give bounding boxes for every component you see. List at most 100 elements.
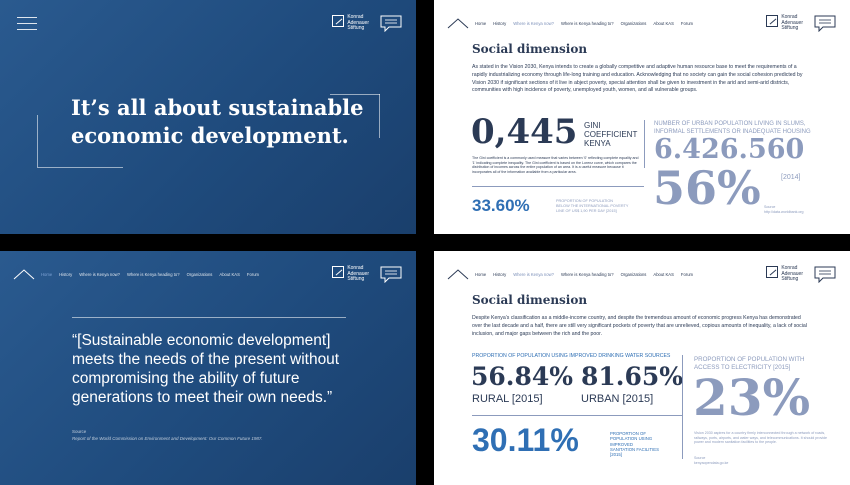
slide-social-dimension-2: Home History Where is Kenya now? Where i… (434, 251, 850, 485)
quote-text: “[Sustainable economic development] meet… (72, 332, 340, 406)
nav-history[interactable]: History (493, 21, 507, 26)
sanit-label-3: IMPROVED (610, 441, 633, 447)
chat-bubble-icon[interactable] (380, 15, 402, 32)
logo-line-2: Adenauer (347, 270, 369, 277)
chat-bubble-icon[interactable] (814, 15, 836, 32)
top-nav: Home History Where is Kenya now? Where i… (447, 18, 700, 29)
urban-slum-value: 6.426.560 (654, 134, 805, 165)
chat-bubble-icon[interactable] (814, 266, 836, 283)
kas-logo[interactable]: Konrad Adenauer Stiftung (766, 265, 803, 283)
logo-line-3: Stiftung (347, 25, 365, 32)
urban-label: URBAN [2015] (581, 393, 654, 405)
top-nav: Home History Where is Kenya now? Where i… (13, 269, 266, 280)
nav-heading-to[interactable]: Where is Kenya heading to? (560, 21, 614, 26)
nav-history[interactable]: History (493, 272, 507, 277)
decor-frame-top (330, 94, 380, 95)
kas-logo[interactable]: Konrad Adenauer Stiftung (766, 14, 803, 32)
nav-organizations[interactable]: Organizations (620, 21, 647, 26)
nav-where-now[interactable]: Where is Kenya now? (513, 272, 554, 277)
home-roof-icon[interactable] (13, 269, 35, 280)
home-roof-icon[interactable] (447, 18, 469, 29)
electricity-note: Vision 2030 aspires for a country firmly… (694, 431, 828, 445)
poverty-label-3: LINE OF US$ 1,90 PER DAY [2015] (556, 209, 617, 213)
nav-history[interactable]: History (59, 272, 73, 277)
quote-divider (72, 317, 346, 318)
poverty-label-2: BELOW THE INTERNATIONAL POVERTY (556, 204, 629, 208)
chat-bubble-icon[interactable] (380, 266, 402, 283)
sanit-label-5: [2015] (610, 452, 622, 458)
urban-label-1: NUMBER OF URBAN POPULATION LIVING IN SLU… (654, 121, 806, 127)
logo-line-2: Adenauer (347, 19, 369, 26)
nav-about[interactable]: About KAS (219, 272, 240, 277)
headline-line-1: It’s all about sustainable (71, 95, 364, 120)
slide-intro: Konrad Adenauer Stiftung It’s all about … (0, 0, 416, 234)
kas-logo-mark-icon (766, 15, 779, 27)
poverty-label-1: PROPORTION OF POPULATION (556, 199, 614, 203)
poverty-value: 33.60% (472, 196, 530, 215)
logo-line-3: Stiftung (781, 276, 799, 283)
nav-organizations[interactable]: Organizations (186, 272, 213, 277)
nav-organizations[interactable]: Organizations (620, 272, 647, 277)
nav-forum[interactable]: Forum (680, 272, 694, 277)
nav-where-now[interactable]: Where is Kenya now? (513, 21, 554, 26)
nav-heading-to[interactable]: Where is Kenya heading to? (560, 272, 614, 277)
source-text: http://data.worldbank.org (764, 210, 804, 214)
nav-home[interactable]: Home (475, 272, 487, 277)
logo-line-1: Konrad (781, 265, 798, 271)
nav-forum[interactable]: Forum (680, 21, 694, 26)
source-label: Source (764, 205, 776, 209)
nav-forum[interactable]: Forum (246, 272, 260, 277)
slide-social-dimension-1: Home History Where is Kenya now? Where i… (434, 0, 850, 234)
decor-frame-left (37, 115, 123, 168)
logo-line-1: Konrad (347, 14, 364, 20)
water-label: PROPORTION OF POPULATION USING IMPROVED … (472, 353, 671, 359)
decor-frame-right (379, 94, 380, 138)
urban-slum-label: NUMBER OF URBAN POPULATION LIVING IN SLU… (654, 121, 811, 136)
nav-home[interactable]: Home (475, 21, 487, 26)
rural-value: 56.84% (471, 362, 574, 391)
intro-paragraph: As stated in the Vision 2030, Kenya inte… (472, 64, 803, 94)
gini-note: The Gini coefficient is a commonly used … (472, 156, 639, 174)
rural-label: RURAL [2015] (472, 393, 543, 405)
source-label: Source (72, 429, 87, 434)
elec-label-2: ACCESS TO ELECTRICITY [2015] (694, 363, 791, 371)
kas-logo[interactable]: Konrad Adenauer Stiftung (332, 14, 369, 32)
gini-label-2: COEFFICIENT (584, 130, 638, 139)
divider-horizontal (472, 186, 644, 187)
nav-heading-to[interactable]: Where is Kenya heading to? (126, 272, 180, 277)
kas-logo-mark-icon (332, 266, 345, 278)
kas-logo-mark-icon (766, 266, 779, 278)
home-roof-icon[interactable] (447, 269, 469, 280)
gini-label-3: KENYA (584, 139, 611, 148)
electricity-label: PROPORTION OF POPULATION WITH ACCESS TO … (694, 356, 804, 372)
nav-about[interactable]: About KAS (653, 21, 674, 26)
divider-horizontal (472, 415, 682, 416)
poverty-label: PROPORTION OF POPULATION BELOW THE INTER… (556, 199, 628, 214)
logo-line-2: Adenauer (781, 19, 803, 26)
slide-headline: It’s all about sustainable economic deve… (71, 94, 364, 150)
divider-vertical (682, 355, 683, 459)
gini-value: 0,445 (471, 112, 578, 152)
top-nav: Home History Where is Kenya now? Where i… (447, 269, 700, 280)
gini-label-1: GINI (584, 121, 601, 130)
logo-line-2: Adenauer (781, 270, 803, 277)
urban-label-2: INFORMAL SETTLEMENTS OR INADEQUATE HOUSI… (654, 128, 811, 135)
nav-where-now[interactable]: Where is Kenya now? (79, 272, 120, 277)
sanit-label-2: POPULATION USING (610, 436, 653, 442)
nav-about[interactable]: About KAS (653, 272, 674, 277)
page-title: Social dimension (472, 42, 588, 56)
kas-logo-mark-icon (332, 15, 345, 27)
urban-value: 81.65% (581, 362, 684, 391)
electricity-value: 23% (693, 368, 811, 427)
logo-line-1: Konrad (347, 265, 364, 271)
elec-label-1: PROPORTION OF POPULATION WITH (694, 356, 805, 363)
urban-slum-year: [2014] (781, 174, 801, 181)
slum-percentage: 56% (653, 161, 761, 215)
page-title: Social dimension (472, 293, 588, 307)
hamburger-menu-icon[interactable] (17, 17, 37, 35)
kas-logo[interactable]: Konrad Adenauer Stiftung (332, 265, 369, 283)
sanit-label-4: SANITATION FACILITIES (610, 446, 660, 452)
intro-paragraph: Despite Kenya’s classification as a midd… (472, 315, 807, 337)
slide-quote: Home History Where is Kenya now? Where i… (0, 251, 416, 485)
nav-home[interactable]: Home (41, 272, 53, 277)
